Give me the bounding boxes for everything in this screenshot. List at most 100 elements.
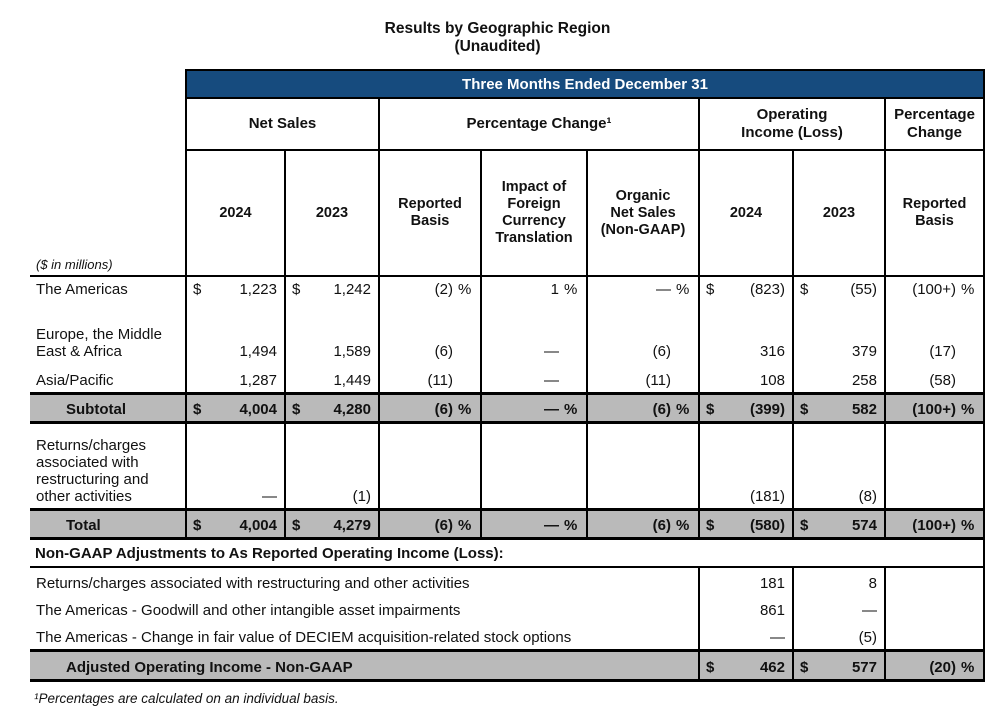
cell-value: 1,589 [333, 343, 371, 360]
column-header-net-sales-2024: 2024 [185, 151, 284, 275]
section-rule [30, 566, 985, 568]
spacer-cell [30, 99, 185, 151]
table-cell: $577 [792, 652, 884, 679]
table-cell: (181) [698, 424, 792, 508]
table-row: The Americas - Change in fair value of D… [30, 622, 985, 649]
table-cell: $462 [698, 652, 792, 679]
table-cell: — [698, 622, 792, 649]
row-label: Returns/charges associated with restruct… [36, 575, 470, 592]
cell-value: (181) [749, 488, 785, 505]
percent-symbol: % [564, 401, 578, 418]
table-cell: (100+)% [884, 395, 985, 421]
column-header-pct-reported-basis: Reported Basis [884, 151, 985, 275]
currency-symbol: $ [193, 281, 202, 298]
cell-value: (823) [749, 281, 785, 298]
table-cell: (100+)% [884, 277, 985, 301]
cell-value: 316 [759, 343, 785, 360]
table-cell: (11) [586, 363, 698, 392]
currency-symbol: $ [706, 517, 715, 534]
cell-value: — [770, 629, 785, 646]
page-title-line1: Results by Geographic Region [384, 20, 611, 37]
column-header-fx-impact: Impact of Foreign Currency Translation [480, 151, 586, 275]
table-cell: $4,279 [284, 511, 378, 537]
table-cell: 258 [792, 363, 884, 392]
table-cell: — [792, 595, 884, 622]
units-note-cell: ($ in millions) [30, 151, 185, 275]
table-cell: (6)% [378, 511, 480, 537]
group-header-row: Net Sales Percentage Change¹ Operating I… [30, 99, 985, 151]
percent-symbol: % [564, 517, 578, 534]
cell-value: — [544, 343, 559, 360]
table-cell: (8) [792, 424, 884, 508]
table-row: Subtotal $4,004 $4,280 (6)% —% (6)% $ (399) $582… [30, 395, 985, 421]
table-cell: —% [480, 511, 586, 537]
table-cell: $ (580) [698, 511, 792, 537]
column-header-organic-net-sales: Organic Net Sales (Non-GAAP) [586, 151, 698, 275]
currency-symbol: $ [800, 659, 809, 676]
percent-symbol: % [676, 281, 690, 298]
cell-value: (100+) [912, 401, 956, 418]
table-cell: 8 [792, 568, 884, 595]
cell-value: 861 [759, 602, 785, 619]
cell-value: 1,494 [239, 343, 277, 360]
table-cell: $1,223 [185, 277, 284, 301]
cell-value: 181 [759, 575, 785, 592]
cell-value: (6) [434, 401, 453, 418]
column-header-reported-basis: Reported Basis [378, 151, 480, 275]
cell-value: 258 [851, 372, 877, 389]
table-cell: 1% [480, 277, 586, 301]
currency-symbol: $ [800, 401, 809, 418]
currency-symbol: $ [292, 401, 301, 418]
footnote: ¹Percentages are calculated on an indivi… [34, 691, 339, 706]
table-cell: (2)% [378, 277, 480, 301]
units-note: ($ in millions) [36, 257, 113, 272]
row-label: Subtotal [66, 401, 126, 418]
currency-symbol: $ [193, 517, 202, 534]
table-cell: $4,280 [284, 395, 378, 421]
cell-value: 574 [851, 517, 877, 534]
cell-value: (17) [929, 343, 956, 360]
table-cell: (6)% [378, 395, 480, 421]
cell-value: (1) [352, 488, 371, 505]
table-cell: $ (55) [792, 277, 884, 301]
percent-symbol: % [564, 281, 578, 298]
table-cell [884, 568, 985, 595]
row-label: Total [66, 517, 101, 534]
percent-symbol: % [961, 659, 975, 676]
percent-symbol: % [961, 401, 975, 418]
cell-value: 1,287 [239, 372, 277, 389]
table-cell: (17) [884, 301, 985, 363]
currency-symbol: $ [292, 281, 301, 298]
table-cell [884, 595, 985, 622]
span-header: Three Months Ended December 31 [185, 69, 985, 99]
cell-value: 379 [851, 343, 877, 360]
table-cell: (100+)% [884, 511, 985, 537]
table-cell: 181 [698, 568, 792, 595]
group-header-percentage-change-reported: Percentage Change [884, 99, 985, 151]
table-cell: $582 [792, 395, 884, 421]
cell-value: — [544, 517, 559, 534]
table-cell: $ (823) [698, 277, 792, 301]
section-rule [30, 421, 985, 424]
row-label: The Americas - Goodwill and other intang… [36, 602, 461, 619]
table-cell: $4,004 [185, 395, 284, 421]
table-body: The Americas $1,223 $1,242 (2)% 1% —% $ (823) $(… [30, 277, 985, 682]
table-cell: (6) [586, 301, 698, 363]
results-table: Three Months Ended December 31 Net Sales… [30, 69, 985, 682]
table-cell: (58) [884, 363, 985, 392]
table-cell: $574 [792, 511, 884, 537]
table-cell: — [185, 424, 284, 508]
section-header-row: Non-GAAP Adjustments to As Reported Oper… [30, 540, 985, 566]
cell-value: (11) [427, 372, 453, 389]
table-cell: 1,494 [185, 301, 284, 363]
column-header-net-sales-2023: 2023 [284, 151, 378, 275]
cell-value: 4,004 [239, 517, 277, 534]
cell-value: 1,449 [333, 372, 371, 389]
cell-value: (20) [929, 659, 956, 676]
cell-value: — [656, 281, 671, 298]
table-cell: (11) [378, 363, 480, 392]
table-cell: $4,004 [185, 511, 284, 537]
cell-value: 1 [550, 281, 559, 298]
cell-value: — [544, 401, 559, 418]
cell-value: (399) [749, 401, 785, 418]
